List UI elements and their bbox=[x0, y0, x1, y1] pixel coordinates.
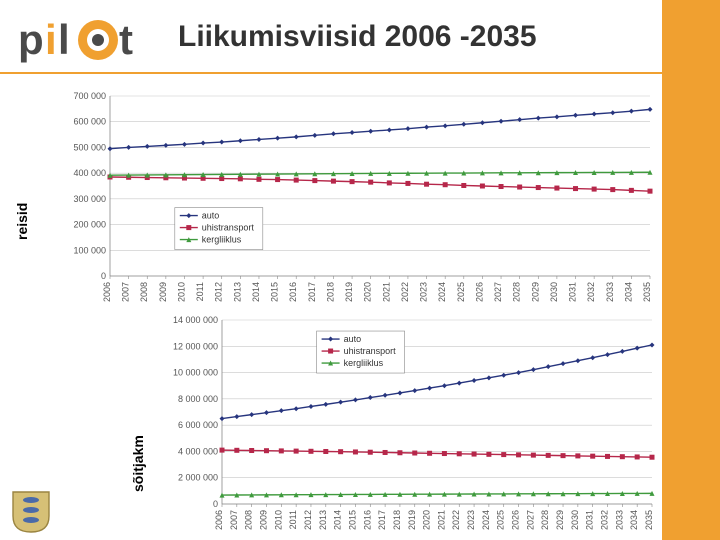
svg-text:0: 0 bbox=[101, 271, 106, 281]
svg-text:2011: 2011 bbox=[288, 510, 298, 529]
svg-text:auto: auto bbox=[344, 334, 362, 344]
svg-text:2016: 2016 bbox=[288, 282, 298, 302]
svg-text:12 000 000: 12 000 000 bbox=[173, 341, 218, 351]
svg-text:2023: 2023 bbox=[466, 510, 476, 530]
svg-text:2029: 2029 bbox=[530, 282, 540, 302]
svg-text:uhistransport: uhistransport bbox=[202, 223, 255, 233]
svg-text:2020: 2020 bbox=[363, 282, 373, 302]
svg-text:2024: 2024 bbox=[481, 510, 491, 530]
svg-text:2019: 2019 bbox=[344, 282, 354, 302]
svg-text:2028: 2028 bbox=[540, 510, 550, 530]
svg-text:10 000 000: 10 000 000 bbox=[173, 368, 218, 378]
svg-text:2024: 2024 bbox=[437, 282, 447, 302]
sidebar-accent bbox=[662, 0, 720, 540]
svg-text:2017: 2017 bbox=[307, 282, 317, 302]
svg-text:2023: 2023 bbox=[419, 282, 429, 302]
svg-text:2032: 2032 bbox=[600, 510, 610, 530]
svg-text:4 000 000: 4 000 000 bbox=[178, 446, 218, 456]
svg-text:2018: 2018 bbox=[325, 282, 335, 302]
svg-text:2011: 2011 bbox=[195, 282, 205, 301]
svg-text:2020: 2020 bbox=[422, 510, 432, 530]
svg-text:2006: 2006 bbox=[102, 282, 112, 302]
coat-of-arms bbox=[10, 490, 52, 534]
chart2-ylabel: sõitjakm bbox=[130, 435, 146, 492]
chart-soitjakm: 0 2 000 000 4 000 000 6 000 000 8 000 000 10 … bbox=[160, 314, 660, 538]
svg-text:kergliiklus: kergliiklus bbox=[344, 358, 384, 368]
svg-text:2027: 2027 bbox=[525, 510, 535, 530]
svg-text:0: 0 bbox=[213, 499, 218, 509]
svg-text:2034: 2034 bbox=[623, 282, 633, 302]
svg-text:t: t bbox=[119, 16, 133, 63]
svg-text:p: p bbox=[18, 16, 44, 63]
svg-text:6 000 000: 6 000 000 bbox=[178, 420, 218, 430]
svg-text:2031: 2031 bbox=[585, 510, 595, 530]
svg-text:2008: 2008 bbox=[139, 282, 149, 302]
svg-text:14 000 000: 14 000 000 bbox=[173, 315, 218, 325]
svg-text:2015: 2015 bbox=[347, 510, 357, 530]
svg-text:2009: 2009 bbox=[158, 282, 168, 302]
pilot-logo: p i l t bbox=[18, 12, 158, 68]
svg-text:2027: 2027 bbox=[493, 282, 503, 302]
svg-text:2009: 2009 bbox=[258, 510, 268, 530]
svg-text:auto: auto bbox=[202, 211, 220, 221]
svg-text:2029: 2029 bbox=[555, 510, 565, 530]
svg-text:2026: 2026 bbox=[474, 282, 484, 302]
svg-text:2021: 2021 bbox=[381, 282, 391, 302]
header: p i l t Liikumisviisid 2006 -2035 bbox=[0, 0, 662, 95]
svg-text:2007: 2007 bbox=[229, 510, 239, 530]
svg-text:2035: 2035 bbox=[644, 510, 654, 530]
svg-text:2025: 2025 bbox=[456, 282, 466, 302]
svg-text:2025: 2025 bbox=[496, 510, 506, 530]
svg-text:l: l bbox=[58, 16, 70, 63]
chart1-ylabel: reisid bbox=[14, 203, 30, 240]
svg-text:2015: 2015 bbox=[270, 282, 280, 302]
page-title: Liikumisviisid 2006 -2035 bbox=[178, 20, 537, 54]
svg-text:2014: 2014 bbox=[333, 510, 343, 530]
svg-text:600 000: 600 000 bbox=[73, 117, 106, 127]
svg-text:2034: 2034 bbox=[629, 510, 639, 530]
svg-text:2026: 2026 bbox=[511, 510, 521, 530]
svg-text:2028: 2028 bbox=[512, 282, 522, 302]
svg-text:2021: 2021 bbox=[436, 510, 446, 530]
chart-reisid: 0 100 000 200 000 300 000 400 000 500 000 600 … bbox=[48, 90, 658, 310]
svg-text:2030: 2030 bbox=[549, 282, 559, 302]
svg-text:2010: 2010 bbox=[176, 282, 186, 302]
svg-text:kergliiklus: kergliiklus bbox=[202, 235, 242, 245]
svg-text:2033: 2033 bbox=[605, 282, 615, 302]
svg-text:2031: 2031 bbox=[568, 282, 578, 302]
svg-text:2022: 2022 bbox=[400, 282, 410, 302]
svg-text:uhistransport: uhistransport bbox=[344, 346, 397, 356]
svg-text:2016: 2016 bbox=[362, 510, 372, 530]
svg-text:2033: 2033 bbox=[614, 510, 624, 530]
svg-text:300 000: 300 000 bbox=[73, 194, 106, 204]
svg-text:2 000 000: 2 000 000 bbox=[178, 473, 218, 483]
svg-text:2012: 2012 bbox=[214, 282, 224, 302]
svg-text:400 000: 400 000 bbox=[73, 168, 106, 178]
svg-text:2014: 2014 bbox=[251, 282, 261, 302]
header-rule bbox=[0, 72, 662, 74]
svg-text:i: i bbox=[45, 16, 57, 63]
svg-text:2013: 2013 bbox=[318, 510, 328, 530]
svg-text:2010: 2010 bbox=[273, 510, 283, 530]
svg-text:2032: 2032 bbox=[586, 282, 596, 302]
svg-text:2035: 2035 bbox=[642, 282, 652, 302]
svg-text:8 000 000: 8 000 000 bbox=[178, 394, 218, 404]
svg-text:500 000: 500 000 bbox=[73, 142, 106, 152]
svg-text:2008: 2008 bbox=[244, 510, 254, 530]
svg-text:2022: 2022 bbox=[451, 510, 461, 530]
svg-text:2018: 2018 bbox=[392, 510, 402, 530]
svg-text:700 000: 700 000 bbox=[73, 91, 106, 101]
svg-text:200 000: 200 000 bbox=[73, 220, 106, 230]
svg-text:2019: 2019 bbox=[407, 510, 417, 530]
svg-text:2013: 2013 bbox=[232, 282, 242, 302]
svg-text:2006: 2006 bbox=[214, 510, 224, 530]
svg-text:2017: 2017 bbox=[377, 510, 387, 530]
svg-text:2012: 2012 bbox=[303, 510, 313, 530]
svg-text:2007: 2007 bbox=[121, 282, 131, 302]
svg-text:2030: 2030 bbox=[570, 510, 580, 530]
svg-text:100 000: 100 000 bbox=[73, 245, 106, 255]
